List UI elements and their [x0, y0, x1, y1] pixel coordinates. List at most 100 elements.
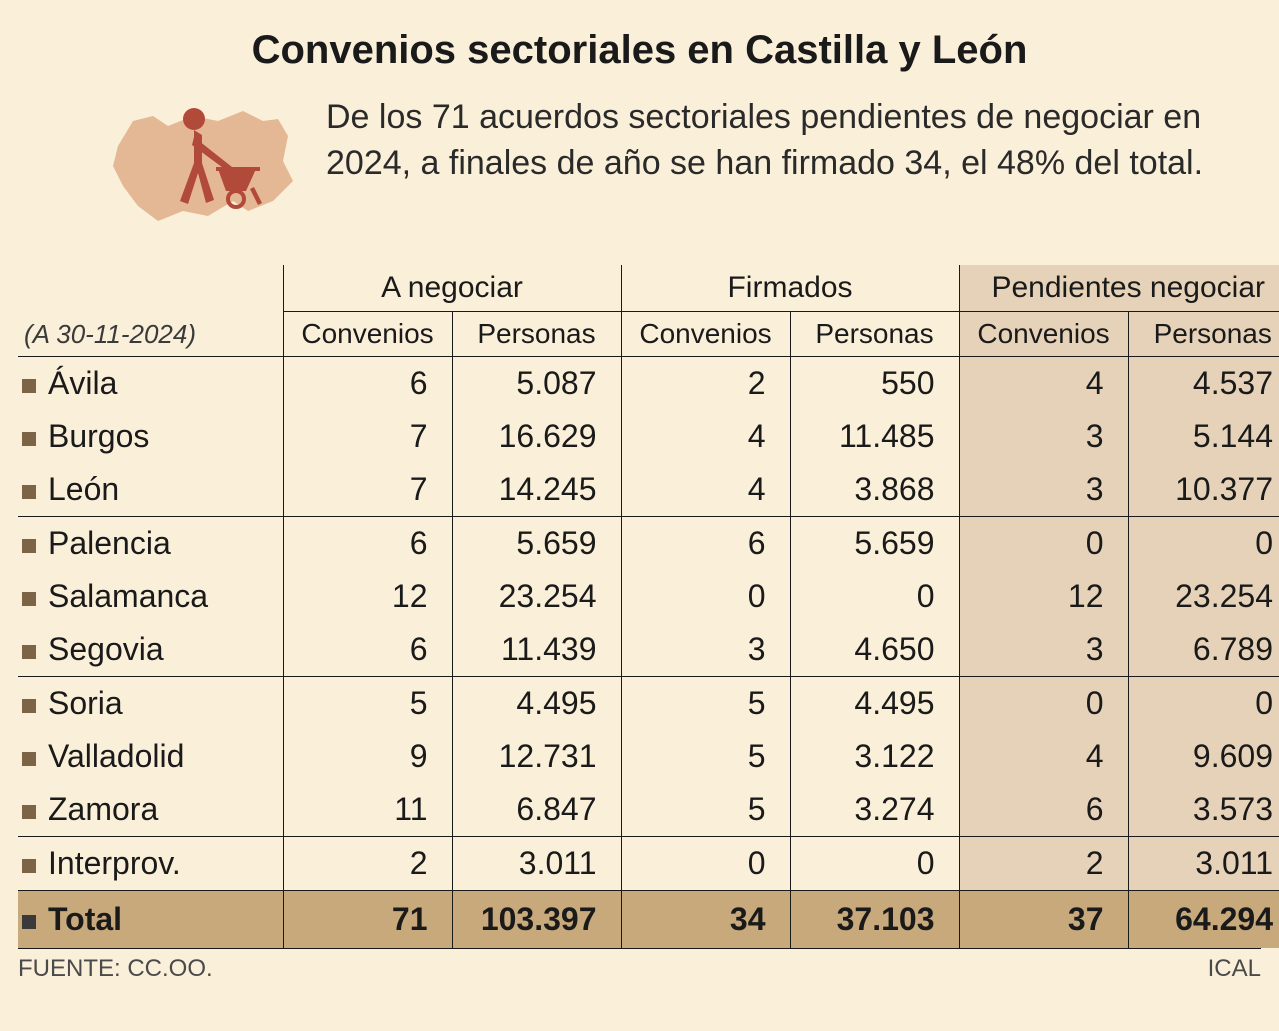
neg-convenios-cell: 6 — [283, 517, 452, 571]
neg-personas-cell: 11.439 — [452, 623, 621, 677]
table-row: Zamora116.84753.27463.573 — [18, 783, 1279, 837]
page-title: Convenios sectoriales en Castilla y León — [18, 28, 1261, 73]
neg-convenios-cell: 2 — [283, 837, 452, 891]
neg-convenios-cell: 12 — [283, 570, 452, 623]
pen-convenios-cell: 6 — [959, 783, 1128, 837]
bullet-icon — [22, 485, 36, 499]
pen-convenios-cell: 3 — [959, 463, 1128, 517]
pen-convenios-cell: 0 — [959, 517, 1128, 571]
fir-convenios-cell: 4 — [621, 410, 790, 463]
subtitle-text: De los 71 acuerdos sectoriales pendiente… — [326, 91, 1231, 187]
subheader-convenios: Convenios — [283, 312, 452, 357]
pen-convenios-cell: 3 — [959, 410, 1128, 463]
total-pen-convenios: 37 — [959, 891, 1128, 949]
total-row: Total 71 103.397 34 37.103 37 64.294 — [18, 891, 1279, 949]
neg-personas-cell: 3.011 — [452, 837, 621, 891]
pen-convenios-cell: 4 — [959, 730, 1128, 783]
province-label: Palencia — [48, 525, 171, 561]
fir-personas-cell: 5.659 — [790, 517, 959, 571]
fir-personas-cell: 0 — [790, 837, 959, 891]
fir-personas-cell: 4.650 — [790, 623, 959, 677]
total-label: Total — [18, 891, 283, 949]
total-fir-personas: 37.103 — [790, 891, 959, 949]
neg-convenios-cell: 5 — [283, 677, 452, 731]
province-label: Zamora — [48, 791, 158, 827]
province-cell: Segovia — [18, 623, 283, 677]
neg-convenios-cell: 9 — [283, 730, 452, 783]
bullet-icon — [22, 805, 36, 819]
total-neg-personas: 103.397 — [452, 891, 621, 949]
bullet-icon — [22, 379, 36, 393]
date-note: (A 30-11-2024) — [18, 312, 283, 357]
pen-personas-cell: 10.377 — [1128, 463, 1279, 517]
pen-personas-cell: 9.609 — [1128, 730, 1279, 783]
province-label: Soria — [48, 685, 123, 721]
fir-personas-cell: 550 — [790, 357, 959, 411]
province-cell: Burgos — [18, 410, 283, 463]
header-a-negociar: A negociar — [283, 265, 621, 312]
bullet-icon — [22, 432, 36, 446]
table-row: León714.24543.868310.377 — [18, 463, 1279, 517]
province-label: Burgos — [48, 418, 149, 454]
bullet-icon — [22, 752, 36, 766]
header-firmados: Firmados — [621, 265, 959, 312]
neg-convenios-cell: 6 — [283, 357, 452, 411]
pen-personas-cell: 6.789 — [1128, 623, 1279, 677]
province-label: Valladolid — [48, 738, 184, 774]
table-row: Ávila65.087255044.537 — [18, 357, 1279, 411]
table-row: Burgos 716.629411.48535.144 — [18, 410, 1279, 463]
fir-personas-cell: 11.485 — [790, 410, 959, 463]
pen-personas-cell: 23.254 — [1128, 570, 1279, 623]
fir-convenios-cell: 5 — [621, 677, 790, 731]
neg-convenios-cell: 6 — [283, 623, 452, 677]
province-cell: León — [18, 463, 283, 517]
bullet-icon — [22, 699, 36, 713]
province-cell: Salamanca — [18, 570, 283, 623]
sub-header-row: (A 30-11-2024) Convenios Personas Conven… — [18, 312, 1279, 357]
pen-convenios-cell: 4 — [959, 357, 1128, 411]
fir-personas-cell: 0 — [790, 570, 959, 623]
bullet-icon — [22, 539, 36, 553]
fir-convenios-cell: 5 — [621, 730, 790, 783]
table-row: Soria54.49554.49500 — [18, 677, 1279, 731]
neg-convenios-cell: 7 — [283, 463, 452, 517]
table-row: Segovia611.43934.65036.789 — [18, 623, 1279, 677]
subheader-personas: Personas — [452, 312, 621, 357]
table-row: Valladolid912.73153.12249.609 — [18, 730, 1279, 783]
pen-personas-cell: 0 — [1128, 517, 1279, 571]
subheader-personas: Personas — [790, 312, 959, 357]
pen-convenios-cell: 12 — [959, 570, 1128, 623]
neg-personas-cell: 14.245 — [452, 463, 621, 517]
province-label: Interprov. — [48, 845, 181, 881]
neg-personas-cell: 16.629 — [452, 410, 621, 463]
neg-convenios-cell: 11 — [283, 783, 452, 837]
pen-personas-cell: 3.573 — [1128, 783, 1279, 837]
province-label: Ávila — [48, 365, 117, 401]
neg-personas-cell: 23.254 — [452, 570, 621, 623]
source-label: FUENTE: CC.OO. — [18, 955, 213, 983]
fir-convenios-cell: 4 — [621, 463, 790, 517]
fir-convenios-cell: 3 — [621, 623, 790, 677]
province-label: Segovia — [48, 631, 164, 667]
footer-row: FUENTE: CC.OO. ICAL — [18, 948, 1261, 983]
pen-convenios-cell: 3 — [959, 623, 1128, 677]
subheader-convenios: Convenios — [621, 312, 790, 357]
neg-convenios-cell: 7 — [283, 410, 452, 463]
neg-personas-cell: 5.087 — [452, 357, 621, 411]
total-neg-convenios: 71 — [283, 891, 452, 949]
pen-personas-cell: 5.144 — [1128, 410, 1279, 463]
total-fir-convenios: 34 — [621, 891, 790, 949]
neg-personas-cell: 4.495 — [452, 677, 621, 731]
pen-personas-cell: 3.011 — [1128, 837, 1279, 891]
bullet-icon — [22, 859, 36, 873]
worker-map-icon — [98, 91, 298, 241]
province-cell: Valladolid — [18, 730, 283, 783]
subheader-convenios: Convenios — [959, 312, 1128, 357]
agency-label: ICAL — [1208, 955, 1261, 983]
intro-row: De los 71 acuerdos sectoriales pendiente… — [18, 91, 1261, 241]
bullet-icon — [22, 645, 36, 659]
fir-personas-cell: 3.122 — [790, 730, 959, 783]
fir-convenios-cell: 6 — [621, 517, 790, 571]
table-row: Interprov.23.0110023.011 — [18, 837, 1279, 891]
province-label: León — [48, 471, 119, 507]
